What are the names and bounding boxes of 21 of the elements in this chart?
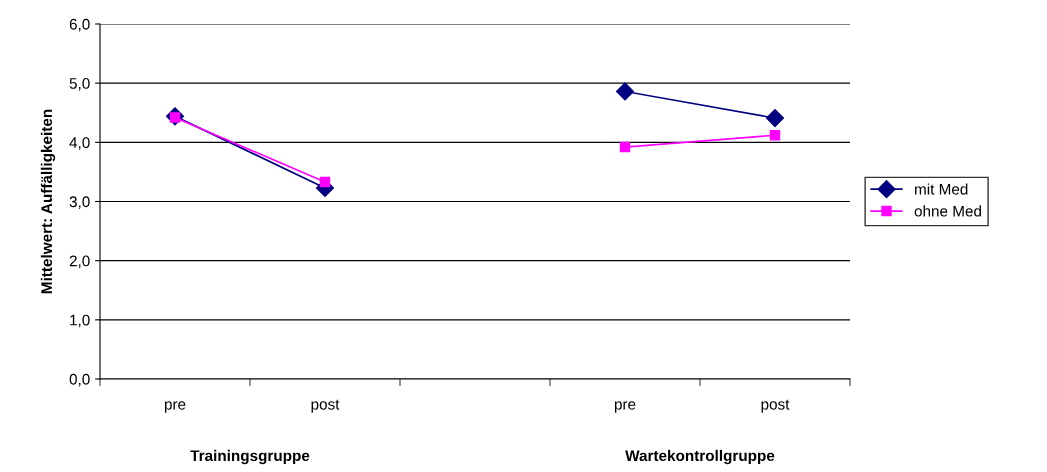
legend-label: mit Med <box>915 183 968 195</box>
y-tick-label: 0,0 <box>69 373 90 387</box>
point <box>619 141 631 153</box>
point <box>769 130 781 141</box>
x-tick-label: pre <box>614 401 636 413</box>
y-tick-label: 5,0 <box>69 78 90 91</box>
point <box>765 109 785 128</box>
text: Trainingsgruppe <box>190 449 310 465</box>
legend-label: ohne Med <box>914 205 981 217</box>
x-tick-label: pre <box>164 401 186 413</box>
text: Wartekontrollgruppe <box>625 449 775 465</box>
y-tick-label: 1,0 <box>70 314 90 328</box>
x-tick-label: post <box>311 399 340 413</box>
point <box>615 82 635 101</box>
y-tick-label: 4,0 <box>69 137 90 150</box>
y-tick-label: 3,0 <box>69 196 90 209</box>
y-tick-label: 2,0 <box>69 255 90 269</box>
y-axis-title: Mittelwert: Auffälligkeiten <box>40 109 56 294</box>
point <box>319 176 331 188</box>
y-tick-label: 6,0 <box>69 18 90 32</box>
x-tick-label: post <box>761 399 790 413</box>
